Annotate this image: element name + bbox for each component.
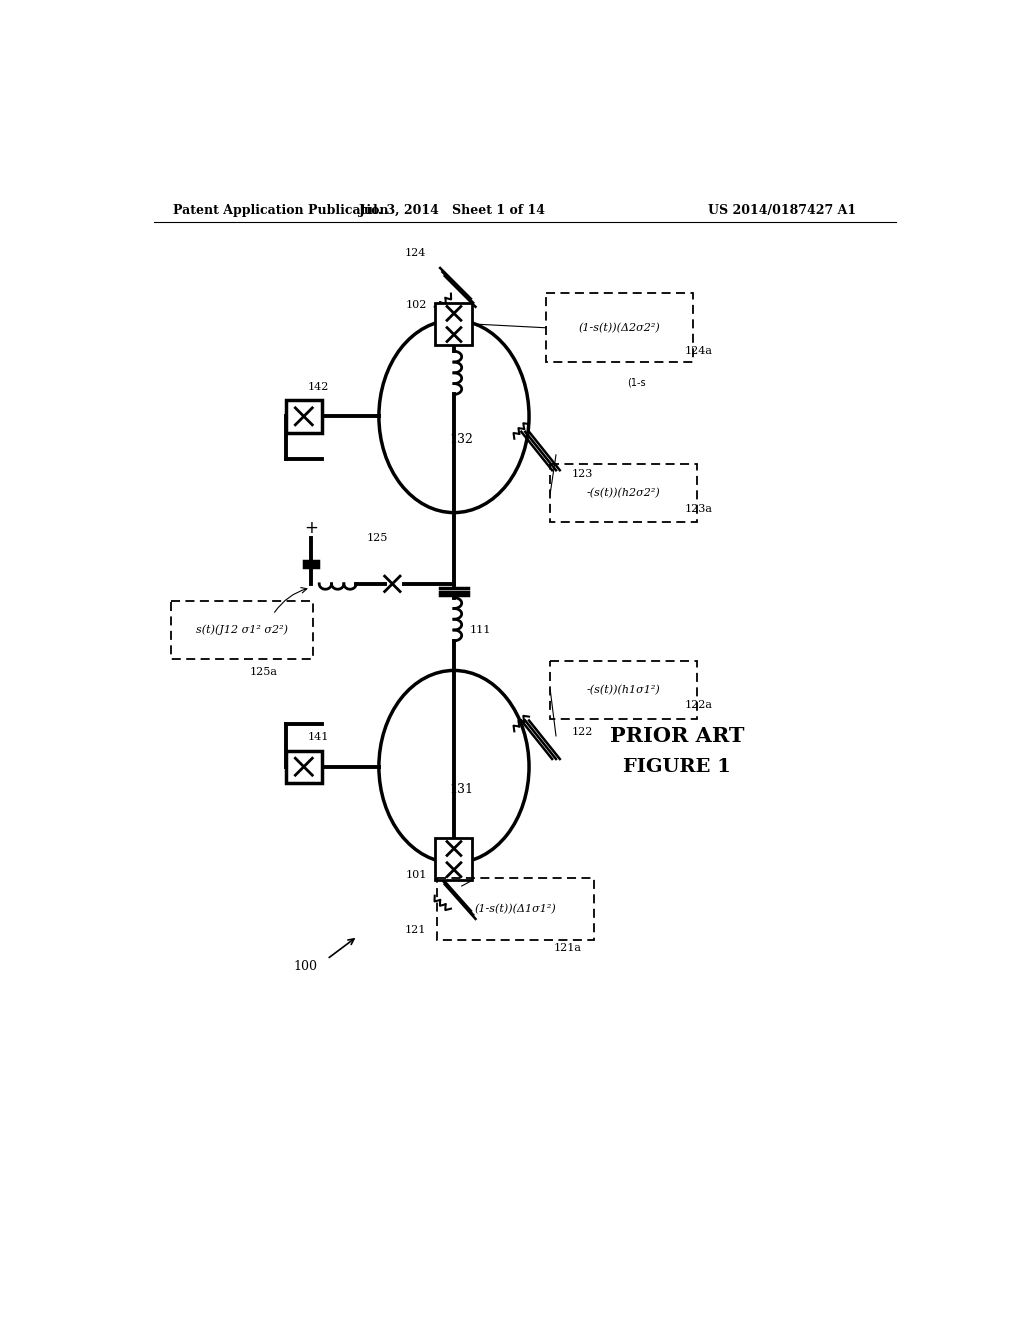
Text: 125a: 125a — [250, 668, 278, 677]
Bar — [435, 838, 472, 880]
Text: 122a: 122a — [685, 700, 713, 710]
Text: 121: 121 — [404, 925, 426, 936]
Bar — [286, 400, 322, 433]
Text: 131: 131 — [450, 783, 474, 796]
Text: (1-s: (1-s — [628, 378, 646, 388]
Text: (1-s(t))(Δ2σ2²): (1-s(t))(Δ2σ2²) — [579, 322, 660, 333]
Bar — [550, 661, 696, 718]
Bar — [286, 751, 322, 783]
Bar — [550, 465, 696, 523]
Text: 124: 124 — [404, 248, 426, 257]
Text: Jul. 3, 2014   Sheet 1 of 14: Jul. 3, 2014 Sheet 1 of 14 — [359, 205, 546, 218]
Text: 121a: 121a — [554, 942, 582, 953]
Text: 122: 122 — [571, 727, 593, 737]
Text: US 2014/0187427 A1: US 2014/0187427 A1 — [708, 205, 856, 218]
Text: 142: 142 — [307, 381, 329, 392]
Bar — [436, 878, 595, 940]
Text: 141: 141 — [307, 733, 329, 742]
Text: 123: 123 — [571, 469, 593, 479]
Bar — [547, 293, 692, 363]
Text: 101: 101 — [406, 870, 427, 879]
Text: PRIOR ART: PRIOR ART — [610, 726, 744, 746]
Text: 102: 102 — [406, 300, 427, 310]
Bar — [171, 601, 313, 659]
Bar — [435, 302, 472, 345]
Text: -(s(t))(h1σ1²): -(s(t))(h1σ1²) — [587, 685, 660, 694]
Text: Patent Application Publication: Patent Application Publication — [173, 205, 388, 218]
Text: 123a: 123a — [685, 504, 713, 513]
Text: -(s(t))(h2σ2²): -(s(t))(h2σ2²) — [587, 488, 660, 499]
Text: 111: 111 — [469, 626, 490, 635]
Text: 125: 125 — [368, 533, 388, 543]
Text: FIGURE 1: FIGURE 1 — [624, 758, 731, 776]
Text: +: + — [304, 519, 317, 537]
Text: 124a: 124a — [685, 346, 713, 356]
Text: 100: 100 — [294, 961, 317, 973]
Text: s(t)(J12 σ1² σ2²): s(t)(J12 σ1² σ2²) — [197, 624, 288, 635]
Text: 132: 132 — [450, 433, 473, 446]
Text: (1-s(t))(Δ1σ1²): (1-s(t))(Δ1σ1²) — [475, 904, 556, 915]
